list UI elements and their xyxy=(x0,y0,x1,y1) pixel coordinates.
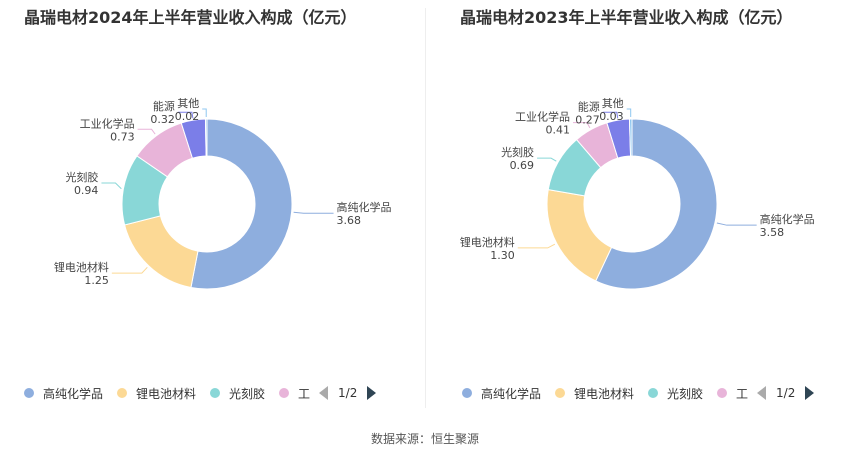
slice-value-1: 1.25 xyxy=(84,274,109,287)
pager-next-icon[interactable] xyxy=(367,386,377,400)
chart-panel-2023: 晶瑞电材2023年上半年营业收入构成（亿元） 高纯化学品 3.58 锂电池材料 1.3… xyxy=(425,0,850,420)
legend-item-battery[interactable]: 锂电池材料 xyxy=(117,385,196,402)
legend-label: 工 xyxy=(298,386,311,401)
leader-line-4 xyxy=(602,111,619,119)
legend-label: 光刻胶 xyxy=(667,386,704,401)
slice-label-0: 高纯化学品 xyxy=(760,212,815,226)
slice-value-2: 0.69 xyxy=(510,159,535,172)
leader-line-0 xyxy=(293,211,334,214)
leader-line-1 xyxy=(517,243,556,249)
slice-value-2: 0.94 xyxy=(74,184,99,197)
chart-title: 晶瑞电材2023年上半年营业收入构成（亿元） xyxy=(460,8,793,27)
slice-label-0: 高纯化学品 xyxy=(337,200,392,214)
slice-value-4: 0.27 xyxy=(575,113,600,126)
leader-line-0 xyxy=(716,222,757,226)
legend-label: 锂电池材料 xyxy=(574,386,635,401)
legend-dot xyxy=(555,388,566,398)
legend-item-high-purity[interactable]: 高纯化学品 xyxy=(462,385,541,402)
leader-line-1 xyxy=(111,266,148,274)
leader-line-5 xyxy=(202,108,207,118)
legend-dot xyxy=(279,388,290,398)
pager-text: 1/2 xyxy=(776,386,796,400)
slice-5[interactable] xyxy=(628,118,633,157)
legend-item-battery[interactable]: 锂电池材料 xyxy=(555,385,634,402)
leader-line-3 xyxy=(137,128,156,135)
slice-value-3: 0.73 xyxy=(110,130,135,143)
chart-panel-2024: 晶瑞电材2024年上半年营业收入构成（亿元） 高纯化学品 3.68 锂电池材料 1.2… xyxy=(0,0,425,420)
slice-label-2: 光刻胶 xyxy=(501,145,534,159)
legend-dot xyxy=(24,388,34,398)
slice-label-1: 锂电池材料 xyxy=(460,235,515,249)
slice-value-0: 3.68 xyxy=(337,214,362,227)
legend-dot xyxy=(117,388,128,398)
legend-item-industrial[interactable]: 工 xyxy=(279,385,310,402)
chart-legend: 高纯化学品 锂电池材料 光刻胶 工 1/2 xyxy=(24,383,377,403)
slice-1[interactable] xyxy=(124,215,199,289)
legend-label: 高纯化学品 xyxy=(481,386,542,401)
legend-label: 锂电池材料 xyxy=(136,386,197,401)
slice-label-3: 工业化学品 xyxy=(515,110,570,124)
leader-line-5 xyxy=(626,108,632,118)
slice-value-5: 0.03 xyxy=(599,110,624,123)
pager-next-icon[interactable] xyxy=(805,386,815,400)
slice-0[interactable] xyxy=(595,118,718,290)
legend-item-photoresist[interactable]: 光刻胶 xyxy=(210,385,265,402)
legend-pager: 1/2 xyxy=(757,386,815,400)
slice-label-5: 其他 xyxy=(602,97,624,110)
slice-value-3: 0.41 xyxy=(545,124,570,137)
slice-label-2: 光刻胶 xyxy=(65,170,98,184)
leader-line-3 xyxy=(572,122,591,129)
pager-text: 1/2 xyxy=(338,386,358,400)
slice-value-5: 0.02 xyxy=(175,110,200,123)
leader-line-2 xyxy=(537,157,557,162)
slice-label-4: 能源 xyxy=(153,99,175,113)
slice-1[interactable] xyxy=(546,189,613,282)
slice-0[interactable] xyxy=(190,118,293,290)
legend-item-photoresist[interactable]: 光刻胶 xyxy=(648,385,703,402)
slice-label-5: 其他 xyxy=(177,97,199,110)
leader-line-4 xyxy=(177,111,194,119)
legend-dot xyxy=(462,388,472,398)
slice-5[interactable] xyxy=(204,118,208,157)
legend-label: 高纯化学品 xyxy=(43,386,104,401)
legend-dot xyxy=(648,388,659,398)
legend-dot xyxy=(717,388,728,398)
data-source: 数据来源：恒生聚源 xyxy=(370,432,479,446)
legend-label: 光刻胶 xyxy=(229,386,266,401)
slice-value-0: 3.58 xyxy=(760,226,785,239)
slice-value-4: 0.32 xyxy=(150,113,175,126)
pager-prev-icon[interactable] xyxy=(319,386,329,400)
legend-dot xyxy=(210,388,221,398)
legend-pager: 1/2 xyxy=(319,386,377,400)
chart-title: 晶瑞电材2024年上半年营业收入构成（亿元） xyxy=(24,8,357,27)
legend-item-industrial[interactable]: 工 xyxy=(717,385,748,402)
leader-line-2 xyxy=(101,182,122,190)
slice-label-4: 能源 xyxy=(578,99,600,113)
pager-prev-icon[interactable] xyxy=(757,386,767,400)
legend-item-high-purity[interactable]: 高纯化学品 xyxy=(24,385,103,402)
legend-label: 工 xyxy=(736,386,749,401)
slice-label-3: 工业化学品 xyxy=(80,116,135,130)
slice-value-1: 1.30 xyxy=(490,249,515,262)
panel-divider xyxy=(425,8,426,408)
slice-label-1: 锂电池材料 xyxy=(54,260,109,274)
chart-legend: 高纯化学品 锂电池材料 光刻胶 工 1/2 xyxy=(462,383,815,403)
